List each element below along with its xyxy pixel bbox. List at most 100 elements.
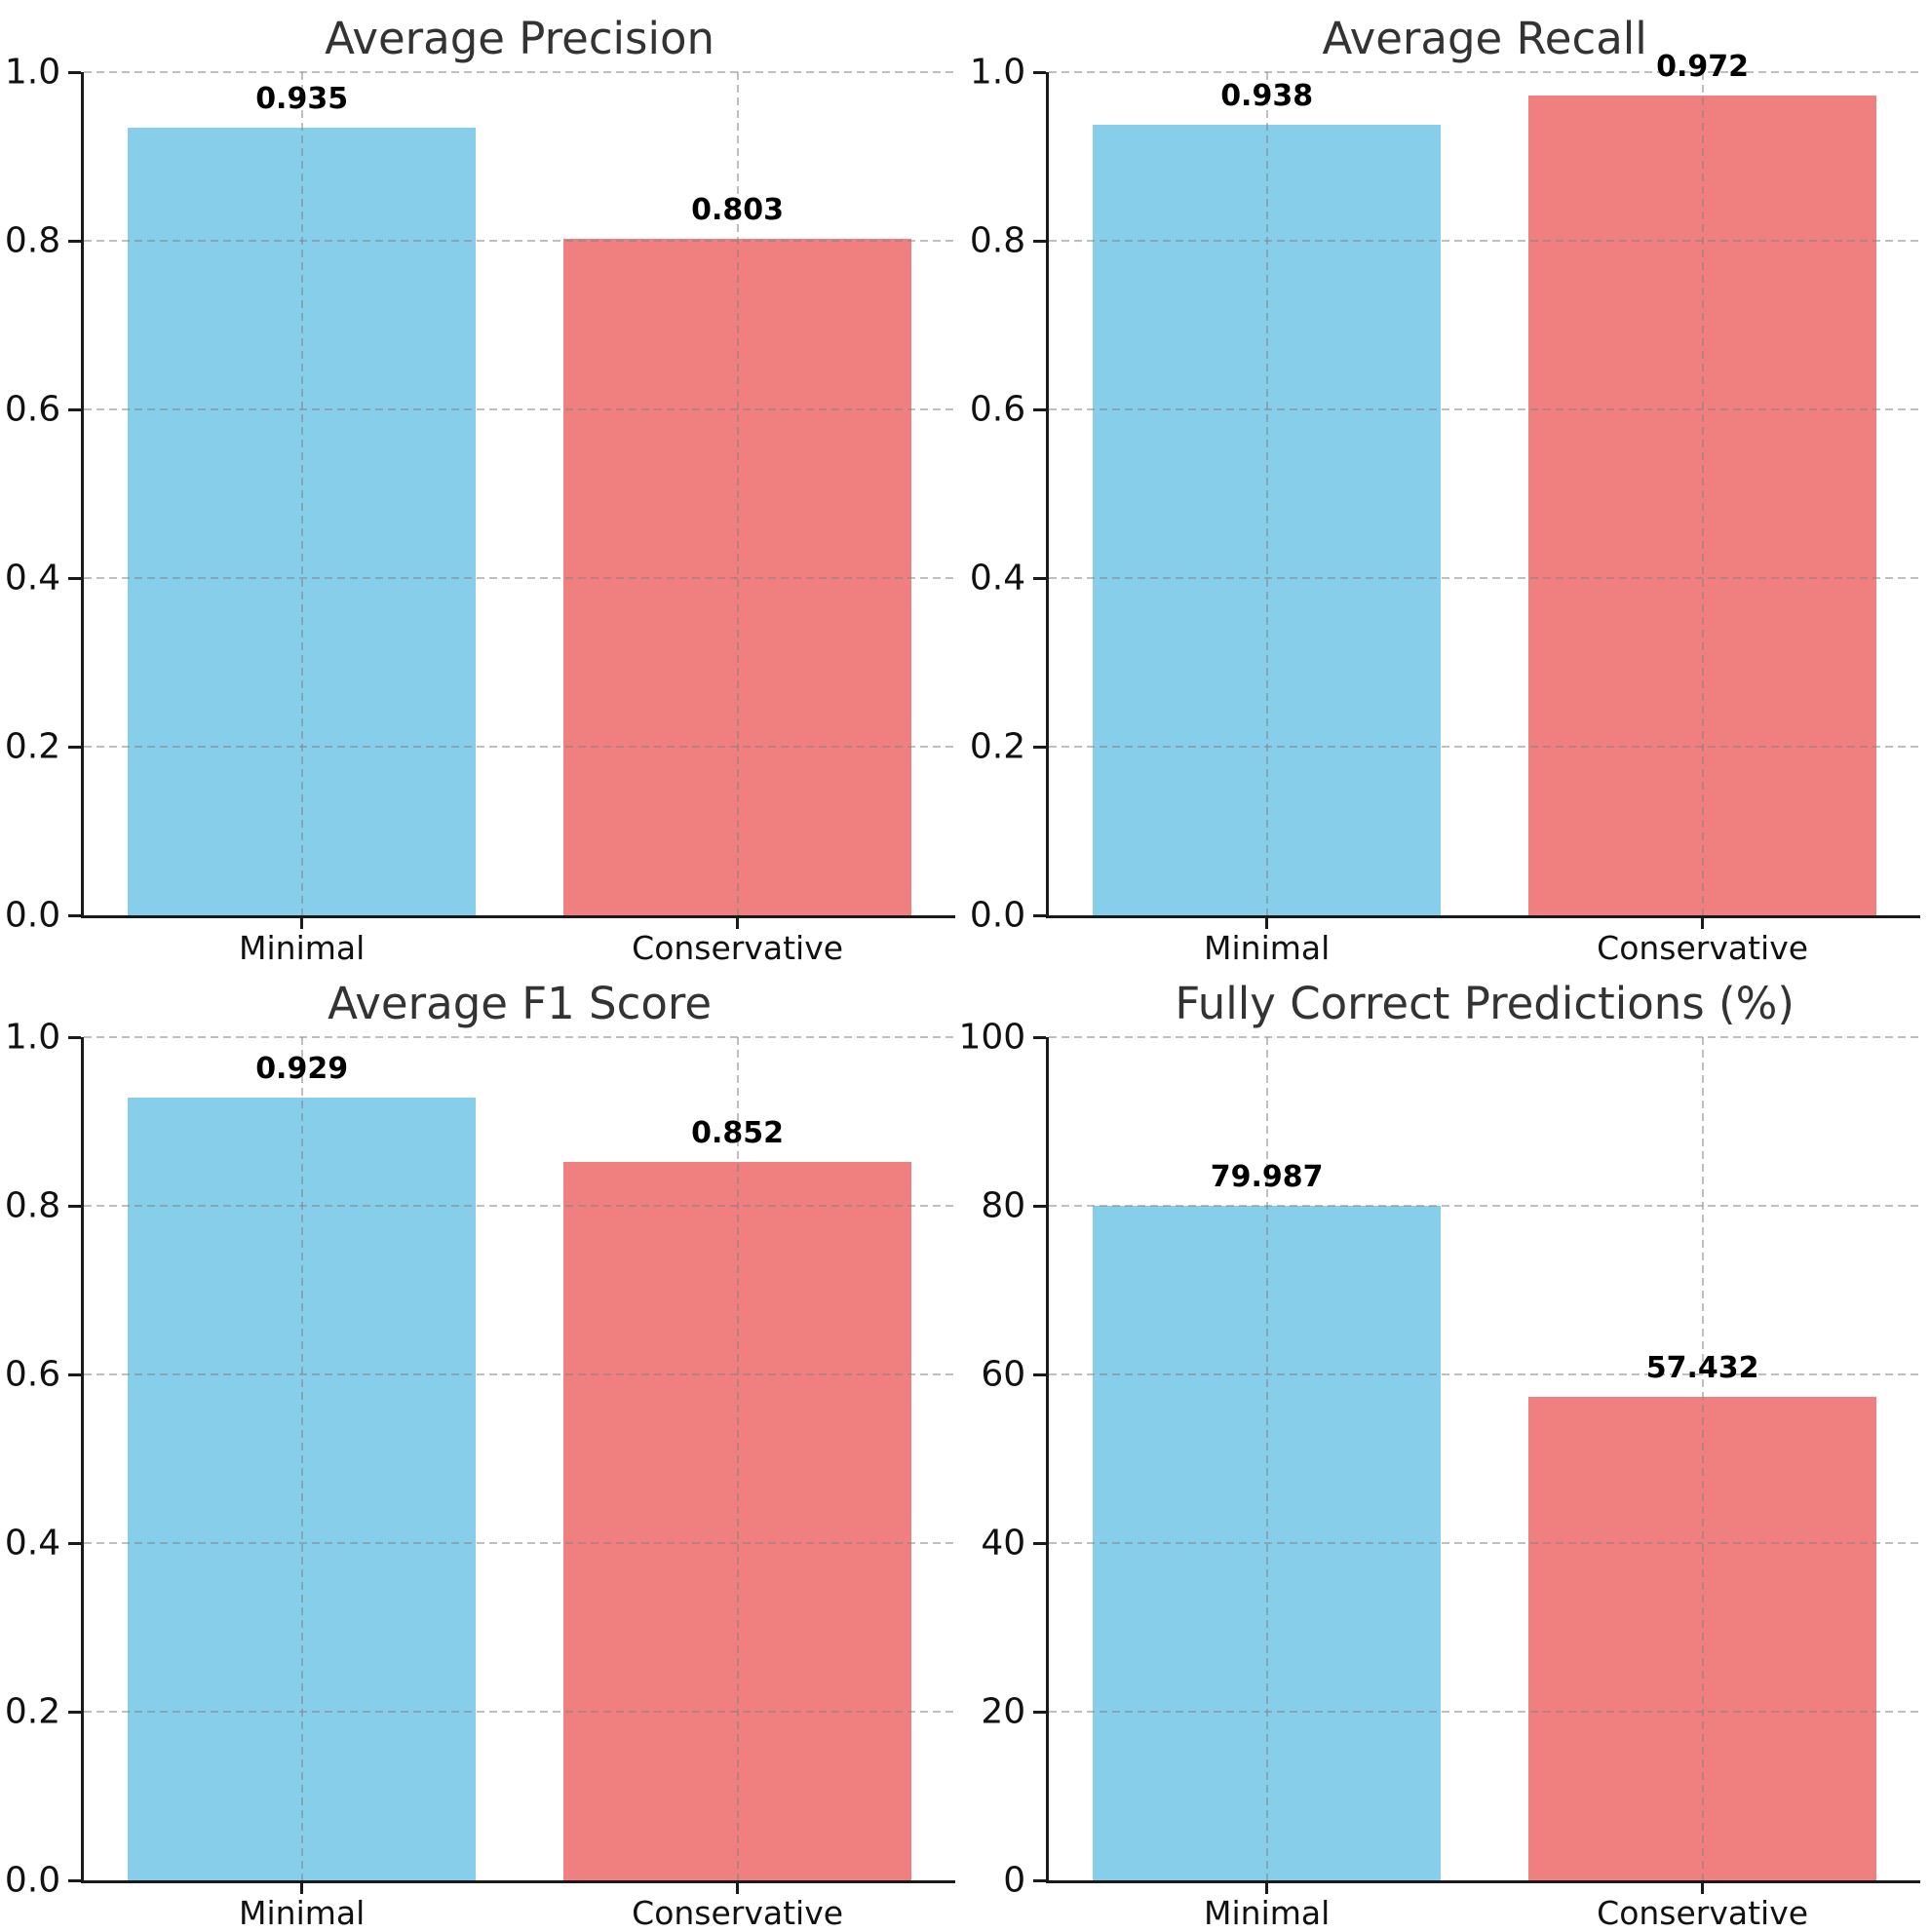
x-tick-label: Minimal	[1204, 929, 1331, 968]
gridline-x	[300, 72, 303, 916]
y-tick-mark	[68, 745, 82, 749]
gridline-y	[1049, 1036, 1921, 1039]
y-tick-label: 0.6	[4, 1354, 61, 1395]
x-tick-label: Minimal	[1204, 1894, 1331, 1932]
gridline-y	[84, 1711, 956, 1714]
gridline-y	[1049, 1205, 1921, 1208]
y-tick-mark	[68, 576, 82, 580]
x-tick-label: Minimal	[239, 929, 366, 968]
plot-area: Average Precision 0.0 0.2 0.4 0.6 0.8 1.0 Mini…	[5, 13, 956, 967]
x-tick-mark	[1265, 1883, 1269, 1895]
plot-area: Average F1 Score 0.0 0.2 0.4 0.6 0.8 1.0 Minim…	[5, 978, 956, 1932]
y-tick-label: 0.4	[4, 558, 61, 599]
bar-value-label: 57.432	[1645, 1350, 1759, 1385]
y-tick-label: 40	[981, 1523, 1026, 1564]
y-tick-label: 0.8	[969, 220, 1026, 261]
gridline-y	[84, 1205, 956, 1208]
x-tick-mark	[1701, 918, 1705, 930]
gridline-y	[84, 1542, 956, 1545]
bar-value-label: 0.803	[691, 192, 785, 227]
y-tick-label: 1.0	[969, 52, 1026, 93]
gridline-y	[1049, 240, 1921, 243]
x-tick-mark	[1701, 1883, 1705, 1895]
y-tick-mark	[1033, 576, 1047, 580]
x-tick-label: Conservative	[1597, 929, 1809, 968]
y-tick-mark	[68, 1541, 82, 1545]
gridline-y	[84, 71, 956, 74]
bar-value-label: 79.987	[1210, 1160, 1324, 1195]
y-tick-label: 0.0	[4, 895, 61, 936]
y-tick-label: 0.4	[969, 558, 1026, 599]
x-tick-mark	[300, 1883, 304, 1895]
chart-average-precision: Average Precision 0.0 0.2 0.4 0.6 0.8 1.0 Mini…	[0, 0, 965, 967]
y-tick-mark	[68, 70, 82, 74]
x-tick-label: Conservative	[632, 929, 844, 968]
gridline-x	[1701, 1037, 1704, 1881]
y-tick-mark	[1033, 1372, 1047, 1376]
gridline-x	[300, 1037, 303, 1881]
x-tick-mark	[300, 918, 304, 930]
y-tick-label: 0	[1003, 1860, 1026, 1901]
gridline-y	[1049, 1542, 1921, 1545]
gridline-y	[1049, 1711, 1921, 1714]
y-tick-mark	[1033, 70, 1047, 74]
y-tick-mark	[68, 913, 82, 917]
bar-value-label: 0.935	[255, 81, 349, 116]
y-tick-mark	[68, 1710, 82, 1714]
y-tick-label: 0.0	[4, 1860, 61, 1901]
x-tick-mark	[1265, 918, 1269, 930]
gridline-x	[1701, 72, 1704, 916]
bar-value-label: 0.972	[1656, 50, 1750, 85]
y-tick-mark	[68, 1878, 82, 1882]
x-tick-label: Conservative	[632, 1894, 844, 1932]
gridline-y	[84, 1036, 956, 1039]
y-tick-label: 0.2	[4, 726, 61, 767]
gridline-y	[1049, 577, 1921, 580]
y-tick-label: 1.0	[4, 52, 61, 93]
bar-value-label: 0.929	[255, 1051, 349, 1086]
gridline-x	[736, 72, 739, 916]
y-tick-label: 0.2	[969, 726, 1026, 767]
x-tick-label: Minimal	[239, 1894, 366, 1932]
y-tick-mark	[68, 407, 82, 411]
chart-title: Average Precision	[325, 13, 715, 65]
y-tick-label: 0.6	[4, 389, 61, 430]
y-tick-mark	[68, 1372, 82, 1376]
y-tick-label: 0.8	[4, 220, 61, 261]
chart-title: Fully Correct Predictions (%)	[1175, 978, 1795, 1030]
gridline-y	[1049, 746, 1921, 749]
gridline-y	[84, 408, 956, 411]
chart-average-recall: Average Recall 0.0 0.2 0.4 0.6 0.8 1.0 Minimal…	[965, 0, 1930, 968]
y-tick-label: 0.0	[969, 895, 1026, 936]
gridline-y	[84, 577, 956, 580]
y-tick-mark	[1033, 745, 1047, 749]
y-tick-label: 60	[981, 1354, 1026, 1395]
y-tick-mark	[1033, 1541, 1047, 1545]
y-tick-mark	[1033, 1710, 1047, 1714]
bar-value-label: 0.938	[1220, 78, 1314, 113]
y-tick-label: 0.6	[969, 389, 1026, 430]
gridline-y	[1049, 408, 1921, 411]
chart-average-f1-score: Average F1 Score 0.0 0.2 0.4 0.6 0.8 1.0 Minim…	[0, 965, 965, 1932]
gridline-x	[736, 1037, 739, 1881]
x-tick-mark	[736, 918, 740, 930]
y-tick-mark	[1033, 1035, 1047, 1039]
plot-area: Fully Correct Predictions (%) 0 20 40 60 80 1…	[958, 978, 1921, 1932]
y-tick-label: 1.0	[4, 1017, 61, 1058]
gridline-y	[84, 746, 956, 749]
y-tick-label: 0.4	[4, 1523, 61, 1564]
y-tick-mark	[1033, 1204, 1047, 1208]
y-tick-label: 100	[958, 1017, 1026, 1058]
chart-title: Average F1 Score	[328, 978, 713, 1030]
gridline-x	[1265, 72, 1268, 916]
y-tick-mark	[1033, 239, 1047, 243]
x-tick-mark	[736, 1883, 740, 1895]
y-tick-label: 20	[981, 1691, 1026, 1732]
x-tick-label: Conservative	[1597, 1894, 1809, 1932]
y-tick-label: 0.2	[4, 1691, 61, 1732]
gridline-x	[1265, 1037, 1268, 1881]
chart-fully-correct-predictions: Fully Correct Predictions (%) 0 20 40 60 80 1…	[958, 965, 1930, 1932]
gridline-y	[1049, 1373, 1921, 1376]
gridline-y	[84, 1373, 956, 1376]
